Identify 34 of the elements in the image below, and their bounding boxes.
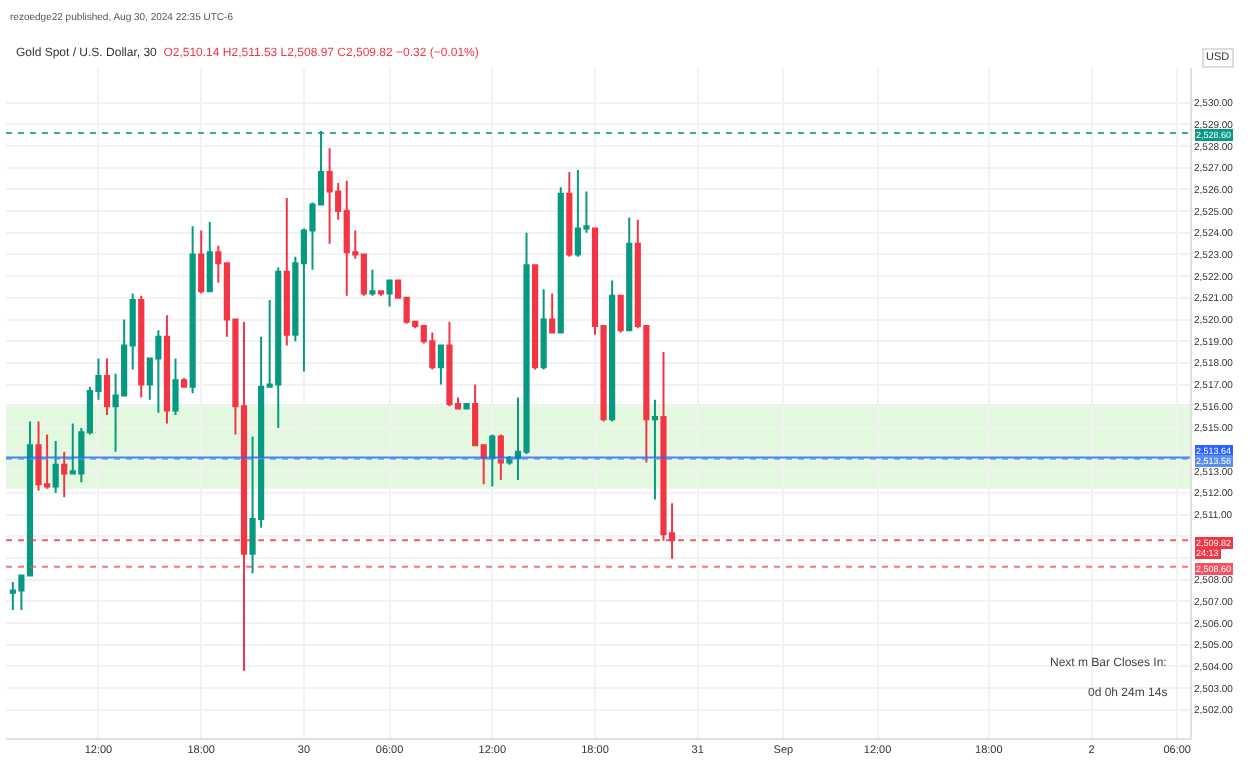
candlestick	[437, 344, 444, 386]
candlestick	[386, 279, 393, 308]
candlestick	[189, 225, 196, 395]
candlestick	[180, 377, 188, 388]
candlestick	[566, 171, 573, 258]
candlestick	[61, 450, 68, 499]
candlestick	[626, 216, 633, 332]
candlestick	[103, 357, 111, 416]
candlestick	[155, 329, 162, 414]
candlestick	[446, 320, 453, 408]
candlestick	[377, 290, 385, 297]
candlestick	[326, 147, 333, 245]
candlestick	[283, 197, 290, 347]
candlestick	[549, 292, 556, 334]
candlestick	[206, 220, 213, 293]
candlestick	[52, 439, 59, 494]
candlestick	[463, 403, 470, 410]
candlestick	[172, 357, 179, 416]
candlestick	[557, 186, 564, 334]
candlestick	[35, 420, 42, 492]
candlestick	[275, 266, 282, 429]
candlestick	[163, 314, 171, 425]
candlestick	[609, 279, 616, 423]
candlestick	[617, 294, 624, 334]
candlestick	[429, 331, 436, 371]
candlestick	[531, 264, 539, 371]
candlestick	[489, 433, 496, 488]
candlestick	[369, 268, 376, 297]
candlestick	[343, 179, 350, 297]
candlestick	[69, 422, 76, 475]
candlestick	[138, 294, 145, 399]
candlestick	[540, 288, 547, 371]
candlestick	[198, 229, 205, 295]
candlestick	[651, 398, 659, 501]
